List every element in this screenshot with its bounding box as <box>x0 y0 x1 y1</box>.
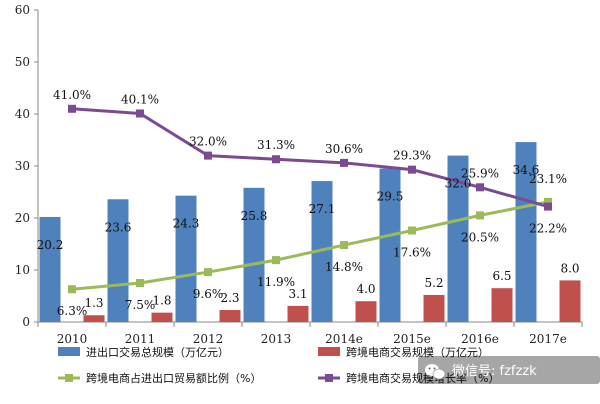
bar-cross-border-label: 2.3 <box>220 291 239 305</box>
point-growth-rate-label: 25.9% <box>461 166 499 180</box>
point-growth-rate-label: 29.3% <box>393 149 431 163</box>
point-share-ratio <box>408 226 416 234</box>
point-share-ratio <box>340 241 348 249</box>
point-growth-rate-label: 32.0% <box>189 135 227 149</box>
bar-total-trade <box>176 196 197 322</box>
point-share-ratio-label: 6.3% <box>57 304 88 318</box>
bar-cross-border <box>560 280 581 322</box>
point-share-ratio <box>272 256 280 264</box>
watermark: 微信号: fzfzzk <box>418 356 600 384</box>
point-growth-rate-label: 40.1% <box>121 92 159 106</box>
point-growth-rate <box>340 159 348 167</box>
point-share-ratio <box>68 285 76 293</box>
legend-swatch-marker <box>325 374 333 382</box>
point-share-ratio <box>204 268 212 276</box>
point-share-ratio-label: 14.8% <box>325 260 363 274</box>
x-tick-label: 2016e <box>461 332 499 346</box>
bar-cross-border-label: 5.2 <box>424 276 443 290</box>
point-share-ratio <box>476 211 484 219</box>
point-growth-rate-label: 41.0% <box>53 88 91 102</box>
y-tick-label: 10 <box>15 263 30 277</box>
point-share-ratio <box>136 279 144 287</box>
y-tick-label: 20 <box>15 211 30 225</box>
bar-cross-border <box>356 301 377 322</box>
bar-cross-border-label: 8.0 <box>560 261 579 275</box>
legend-swatch <box>58 347 80 356</box>
bar-total-trade-label: 20.2 <box>37 238 64 252</box>
x-tick-label: 2013 <box>261 332 292 346</box>
bar-cross-border-label: 1.8 <box>152 294 171 308</box>
bar-total-trade-label: 29.5 <box>377 190 404 204</box>
bar-cross-border <box>424 295 445 322</box>
lines <box>68 105 552 293</box>
point-growth-rate-label: 31.3% <box>257 138 295 152</box>
point-share-ratio-label: 11.9% <box>257 275 295 289</box>
bar-cross-border-label: 4.0 <box>356 282 375 296</box>
bar-total-trade-label: 25.8 <box>241 209 268 223</box>
y-tick-label: 60 <box>15 3 30 17</box>
x-tick-label: 2010 <box>57 332 88 346</box>
point-share-ratio-label: 9.6% <box>193 287 224 301</box>
legend-label: 进出口交易总规模（万亿元） <box>86 345 229 359</box>
y-tick-label: 30 <box>15 159 30 173</box>
watermark-text: 微信号: fzfzzk <box>452 364 537 379</box>
x-tick-label: 2017e <box>529 332 567 346</box>
point-growth-rate <box>476 183 484 191</box>
point-share-ratio-label: 7.5% <box>125 298 156 312</box>
bar-total-trade-label: 27.1 <box>309 202 336 216</box>
legend-label: 跨境电商占进出口贸易额比例（%） <box>86 371 261 385</box>
bar-total-trade-label: 23.6 <box>105 220 132 234</box>
point-growth-rate <box>136 109 144 117</box>
line-growth-rate <box>72 109 548 207</box>
point-growth-rate <box>68 105 76 113</box>
point-growth-rate <box>408 166 416 174</box>
legend-swatch-marker <box>65 374 73 382</box>
point-share-ratio-label: 23.1% <box>529 172 567 186</box>
bar-cross-border <box>152 313 173 322</box>
point-growth-rate-label: 30.6% <box>325 142 363 156</box>
point-growth-rate-label: 22.2% <box>529 222 567 236</box>
point-growth-rate <box>272 155 280 163</box>
y-tick-label: 0 <box>22 315 30 329</box>
x-tick-label: 2012 <box>193 332 224 346</box>
x-tick-label: 2014e <box>325 332 363 346</box>
bar-cross-border <box>492 288 513 322</box>
bar-total-trade-label: 24.3 <box>173 217 200 231</box>
x-tick-label: 2015e <box>393 332 431 346</box>
point-share-ratio-label: 17.6% <box>393 245 431 259</box>
chart: 0 10 20 30 40 50 60 2010 2011 2012 2013 2014e 2015e 2… <box>0 0 600 404</box>
y-tick-label: 40 <box>15 107 30 121</box>
bar-cross-border <box>220 310 241 322</box>
bar-cross-border-label: 6.5 <box>492 269 511 283</box>
x-tick-label: 2011 <box>125 332 156 346</box>
legend-swatch <box>318 347 340 356</box>
bar-cross-border <box>288 306 309 322</box>
point-share-ratio-label: 20.5% <box>461 230 499 244</box>
point-growth-rate <box>204 152 212 160</box>
point-growth-rate <box>544 203 552 211</box>
bar-cross-border-label: 1.3 <box>84 296 103 310</box>
y-tick-label: 50 <box>15 55 30 69</box>
